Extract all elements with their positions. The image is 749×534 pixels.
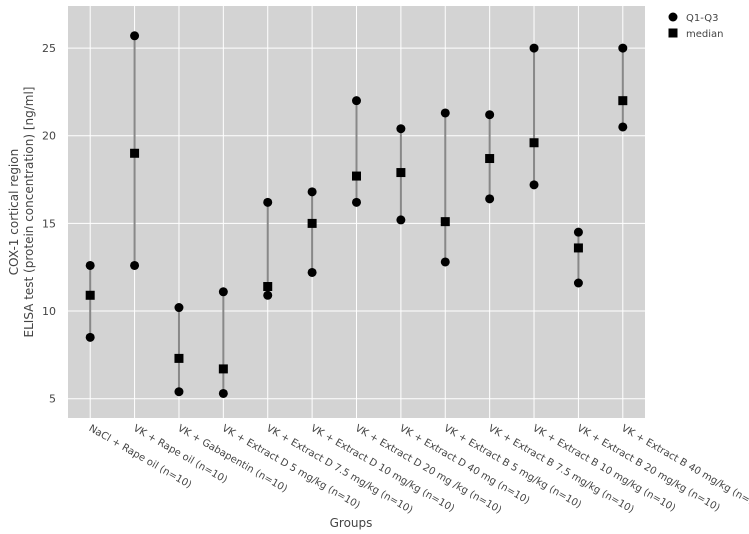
median-point bbox=[218, 364, 228, 374]
q3-point bbox=[307, 187, 317, 197]
y-tick-label: 25 bbox=[42, 42, 56, 55]
q3-point bbox=[618, 43, 628, 53]
q3-point bbox=[396, 124, 406, 134]
median-point bbox=[440, 217, 450, 227]
q1-point bbox=[352, 197, 361, 207]
x-axis-title: Groups bbox=[330, 516, 373, 530]
y-tick-label: 10 bbox=[42, 305, 56, 318]
q1-point bbox=[440, 257, 450, 267]
median-point bbox=[174, 353, 184, 363]
median-point bbox=[573, 243, 583, 253]
y-tick-labels: 5 10 15 20 25 bbox=[42, 42, 56, 406]
q1-point bbox=[130, 260, 140, 270]
median-point bbox=[396, 168, 406, 178]
y-axis-title-line-1: COX-1 cortical region bbox=[7, 149, 21, 275]
q3-point bbox=[352, 96, 361, 106]
median-point bbox=[352, 171, 361, 181]
median-point bbox=[85, 290, 95, 300]
q3-point bbox=[440, 108, 450, 118]
q1-point bbox=[218, 388, 228, 398]
legend-marker-q1-q3 bbox=[668, 12, 678, 22]
q3-point bbox=[130, 31, 140, 41]
y-tick-label: 20 bbox=[42, 130, 56, 143]
q3-point bbox=[85, 260, 95, 270]
q3-point bbox=[218, 287, 228, 297]
q1-point bbox=[618, 122, 628, 132]
q1-point bbox=[307, 267, 317, 277]
x-tick-labels: NaCl + Rape oil (n=10)VK + Rape oil (n=1… bbox=[87, 423, 749, 516]
legend-label-q1-q3: Q1-Q3 bbox=[686, 13, 718, 24]
q1-point bbox=[573, 278, 583, 288]
q3-point bbox=[263, 197, 273, 207]
q1-point bbox=[396, 215, 406, 225]
q3-point bbox=[529, 43, 539, 53]
q1-point bbox=[485, 194, 495, 204]
legend-label-median: median bbox=[686, 29, 724, 40]
q1-point bbox=[85, 332, 95, 342]
median-point bbox=[618, 96, 628, 106]
q3-point bbox=[174, 303, 184, 313]
markers bbox=[85, 31, 628, 398]
median-point bbox=[485, 154, 495, 164]
y-tick-label: 5 bbox=[49, 393, 56, 406]
q1-point bbox=[263, 290, 273, 300]
median-point bbox=[529, 138, 539, 148]
q1-point bbox=[529, 180, 539, 190]
y-axis-title: COX-1 cortical region ELISA test (protei… bbox=[7, 87, 36, 338]
y-tick-label: 15 bbox=[42, 217, 56, 230]
q1-point bbox=[174, 387, 184, 397]
legend-marker-median bbox=[668, 28, 678, 38]
median-point bbox=[307, 218, 317, 228]
legend: Q1-Q3 median bbox=[668, 12, 724, 40]
q3-point bbox=[573, 227, 583, 237]
y-axis-title-line-2: ELISA test (protein concentration) [ng/m… bbox=[22, 87, 36, 338]
median-point bbox=[263, 282, 273, 292]
q3-point bbox=[485, 110, 495, 120]
median-point bbox=[130, 148, 140, 158]
